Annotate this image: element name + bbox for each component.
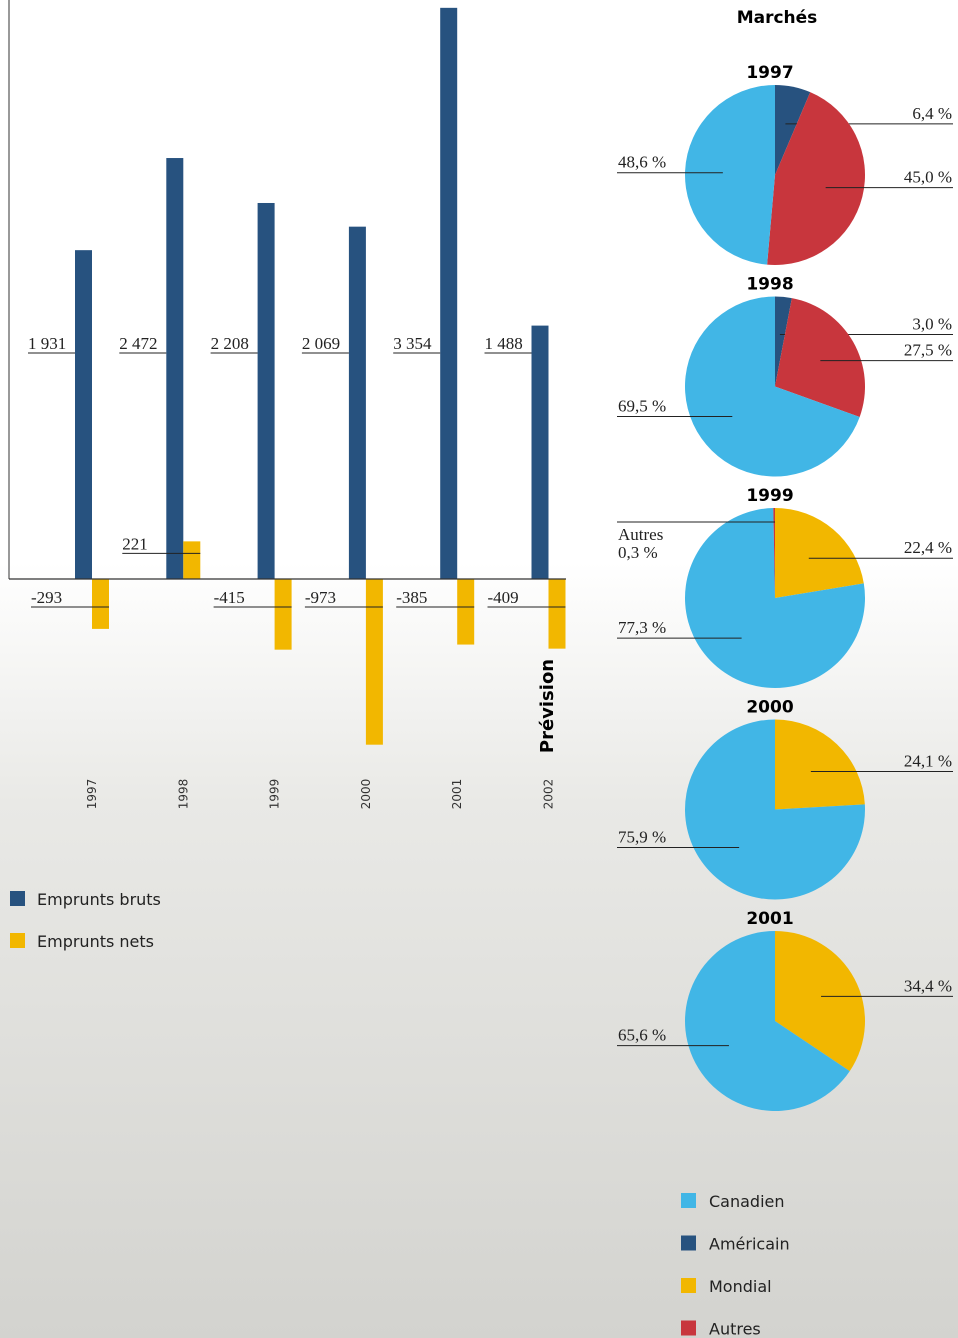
value-label: 2 472 [119, 334, 157, 353]
value-label: -385 [396, 588, 427, 607]
value-label: 65,6 % [618, 1026, 666, 1045]
legend-swatch [10, 891, 25, 906]
x-tick-label: 2000 [359, 779, 373, 810]
x-tick-label: 2002 [542, 779, 556, 810]
bar [183, 541, 201, 579]
pie-slice [685, 719, 865, 900]
value-label: 221 [122, 534, 148, 553]
bar [166, 158, 184, 579]
bar [440, 7, 458, 579]
pie-slice [775, 296, 792, 387]
x-tick-label: 1999 [268, 779, 282, 810]
annotation: Prévision [537, 659, 558, 753]
bar [348, 226, 366, 579]
pie-slice [685, 508, 865, 689]
bar [365, 579, 383, 745]
pie-slice [685, 296, 860, 477]
bar [548, 579, 566, 649]
pie-slice [775, 719, 865, 810]
annotation: Autres [618, 525, 663, 544]
pie-group-title: Marchés [737, 8, 818, 28]
pie-title: 2001 [746, 909, 793, 929]
bar [274, 579, 292, 650]
value-label: 27,5 % [904, 341, 952, 360]
legend-swatch [681, 1278, 696, 1293]
legend-label: Emprunts bruts [37, 890, 161, 909]
value-label: 34,4 % [904, 976, 952, 995]
pie-slice [775, 85, 811, 175]
value-label: 1 488 [485, 334, 523, 353]
bar [92, 579, 109, 629]
pie-title: 1998 [746, 275, 793, 295]
legend-label: Américain [709, 1235, 790, 1254]
legend-label: Emprunts nets [37, 932, 154, 951]
x-tick-label: 1998 [176, 779, 190, 810]
pie-slice [684, 85, 775, 265]
value-label: -293 [31, 588, 62, 607]
value-label: 2 069 [302, 334, 340, 353]
legend-swatch [681, 1193, 696, 1208]
pie-title: 2000 [746, 698, 793, 718]
pie-slice [775, 298, 865, 417]
pie-title: 1997 [746, 63, 793, 83]
value-label: 48,6 % [618, 153, 666, 172]
bar [457, 579, 475, 645]
pie-title: 1999 [746, 486, 793, 506]
value-label: 75,9 % [618, 827, 666, 846]
legend-swatch [10, 933, 25, 948]
value-label: 3,0 % [912, 315, 952, 334]
pie-slice [775, 931, 865, 1072]
value-label: -973 [305, 588, 336, 607]
legend-label: Canadien [709, 1192, 785, 1211]
legend-label: Autres [709, 1320, 761, 1338]
value-label: 45,0 % [904, 168, 952, 187]
value-label: 1 931 [28, 334, 66, 353]
x-tick-label: 1997 [85, 779, 99, 810]
pie-slice [767, 92, 865, 266]
value-label: 22,4 % [904, 538, 952, 557]
pie-slice [775, 508, 864, 598]
x-tick-label: 2001 [450, 779, 464, 810]
pie-slice [684, 931, 850, 1112]
value-label: 3 354 [393, 334, 432, 353]
pie-slice [773, 508, 775, 598]
legend-swatch [681, 1320, 696, 1336]
value-label: 24,1 % [904, 752, 952, 771]
value-label: -409 [488, 588, 519, 607]
value-label: 0,3 % [618, 543, 658, 562]
value-label: 69,5 % [618, 397, 666, 416]
value-label: 6,4 % [912, 104, 952, 123]
legend-label: Mondial [709, 1277, 772, 1296]
legend-swatch [681, 1235, 696, 1251]
bar [531, 325, 549, 579]
bar [75, 250, 92, 580]
value-label: -415 [214, 588, 245, 607]
value-label: 2 208 [211, 334, 249, 353]
bar [257, 202, 275, 579]
value-label: 77,3 % [618, 618, 666, 637]
